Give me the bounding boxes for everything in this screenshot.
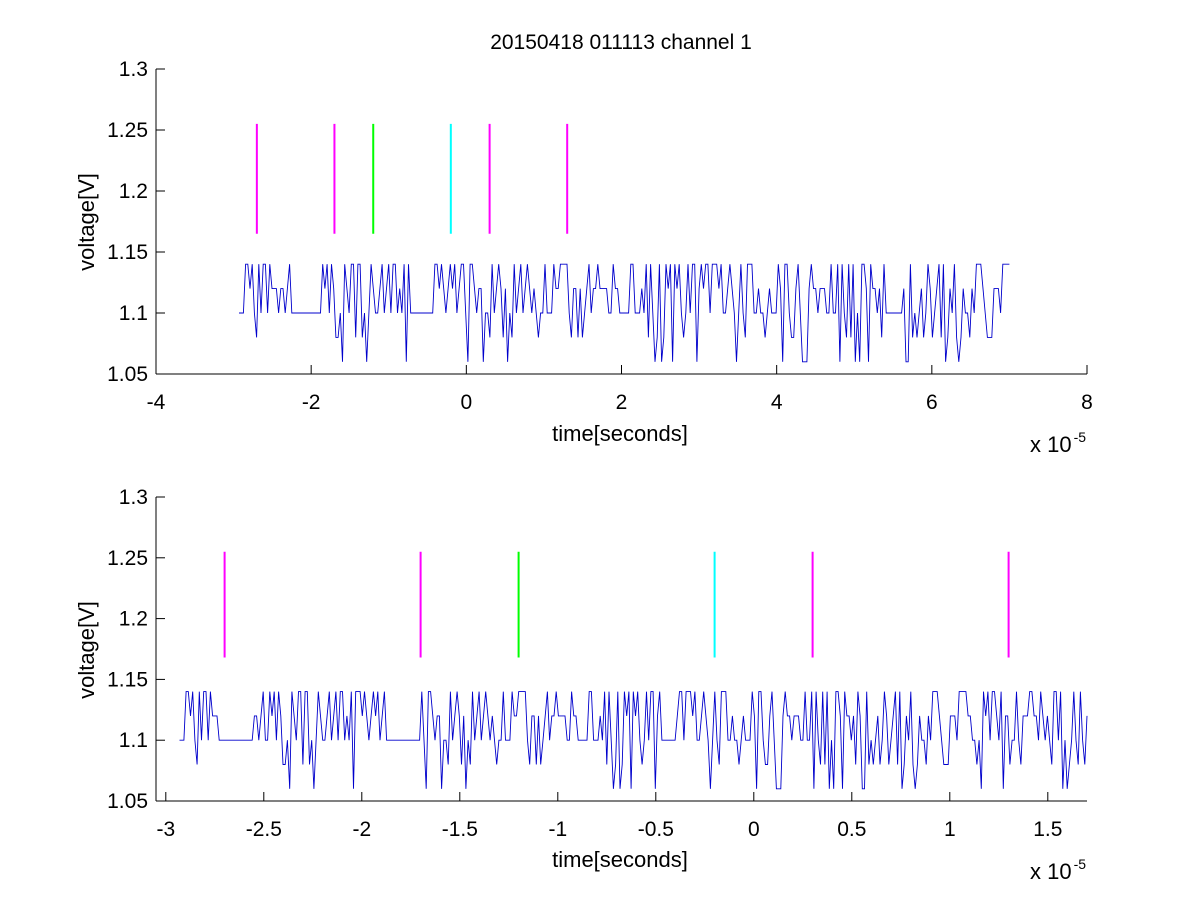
signal-trace [239,263,1010,363]
bottom-panel-axes [155,497,1087,802]
bottom-panel-x-label: time[seconds] [552,847,688,872]
bottom-panel-markers [223,551,1010,658]
x-tick-label: -0.5 [638,818,674,841]
y-tick-label: 1.3 [119,58,148,81]
top-panel-x-ticks: -4 -2 0 2 4 6 8 [147,365,1093,414]
top-panel-title: 20150418 011113 channel 1 [490,31,752,54]
x-tick-label: 8 [1081,391,1093,414]
x-tick-label: 1.5 [1033,818,1062,841]
top-panel-y-label: voltage[V] [74,173,99,271]
bottom-panel-y-label: voltage[V] [74,601,99,699]
x-tick-label: -1 [548,818,567,841]
x-tick-label: -1.5 [442,818,478,841]
x-tick-label: -2 [302,391,321,414]
signal-trace [179,691,1088,790]
x-tick-label: 4 [771,391,783,414]
x-tick-label: 0 [460,391,472,414]
y-tick-label: 1.15 [107,241,148,264]
x-tick-label: -2.5 [246,818,282,841]
top-panel-x-label: time[seconds] [552,421,688,446]
y-tick-label: 1.25 [107,547,148,570]
top-panel-x-multiplier-exponent: -5 [1074,429,1087,445]
x-tick-label: 0 [748,818,760,841]
top-panel: 20150418 011113 channel 1 -4 -2 0 2 4 6 8 1.05… [74,31,1093,457]
y-tick-label: 1.2 [119,180,148,203]
y-tick-label: 1.1 [119,302,148,325]
y-tick-label: 1.15 [107,668,148,691]
top-panel-x-multiplier-base: x 10 [1030,432,1072,457]
x-tick-label: -4 [147,391,166,414]
y-tick-label: 1.05 [107,790,148,813]
x-tick-label: 1 [944,818,956,841]
bottom-panel-y-ticks: 1.05 1.1 1.15 1.2 1.25 1.3 [107,486,165,813]
y-tick-label: 1.1 [119,729,148,752]
bottom-panel-x-multiplier: x 10 -5 [1030,856,1086,884]
y-tick-label: 1.05 [107,363,148,386]
y-tick-label: 1.25 [107,119,148,142]
bottom-panel-x-ticks: -3 -2.5 -2 -1.5 -1 -0.5 0 0.5 1 1.5 [156,792,1062,841]
x-tick-label: 6 [926,391,938,414]
bottom-panel-x-multiplier-base: x 10 [1030,859,1072,884]
x-tick-label: 0.5 [837,818,866,841]
top-panel-markers [255,123,569,234]
y-tick-label: 1.2 [119,608,148,631]
top-panel-x-multiplier: x 10 -5 [1030,429,1086,457]
bottom-panel: -3 -2.5 -2 -1.5 -1 -0.5 0 0.5 1 1.5 1.051.11.151.… [74,486,1088,884]
top-panel-signal [239,263,1010,363]
bottom-panel-signal [179,691,1088,790]
x-tick-label: -3 [156,818,175,841]
x-tick-label: 2 [616,391,628,414]
y-tick-label: 1.3 [119,486,148,509]
top-panel-y-ticks: 1.05 1.1 1.15 1.2 1.25 1.3 [107,58,165,386]
x-tick-label: -2 [352,818,371,841]
bottom-panel-x-multiplier-exponent: -5 [1074,856,1087,872]
